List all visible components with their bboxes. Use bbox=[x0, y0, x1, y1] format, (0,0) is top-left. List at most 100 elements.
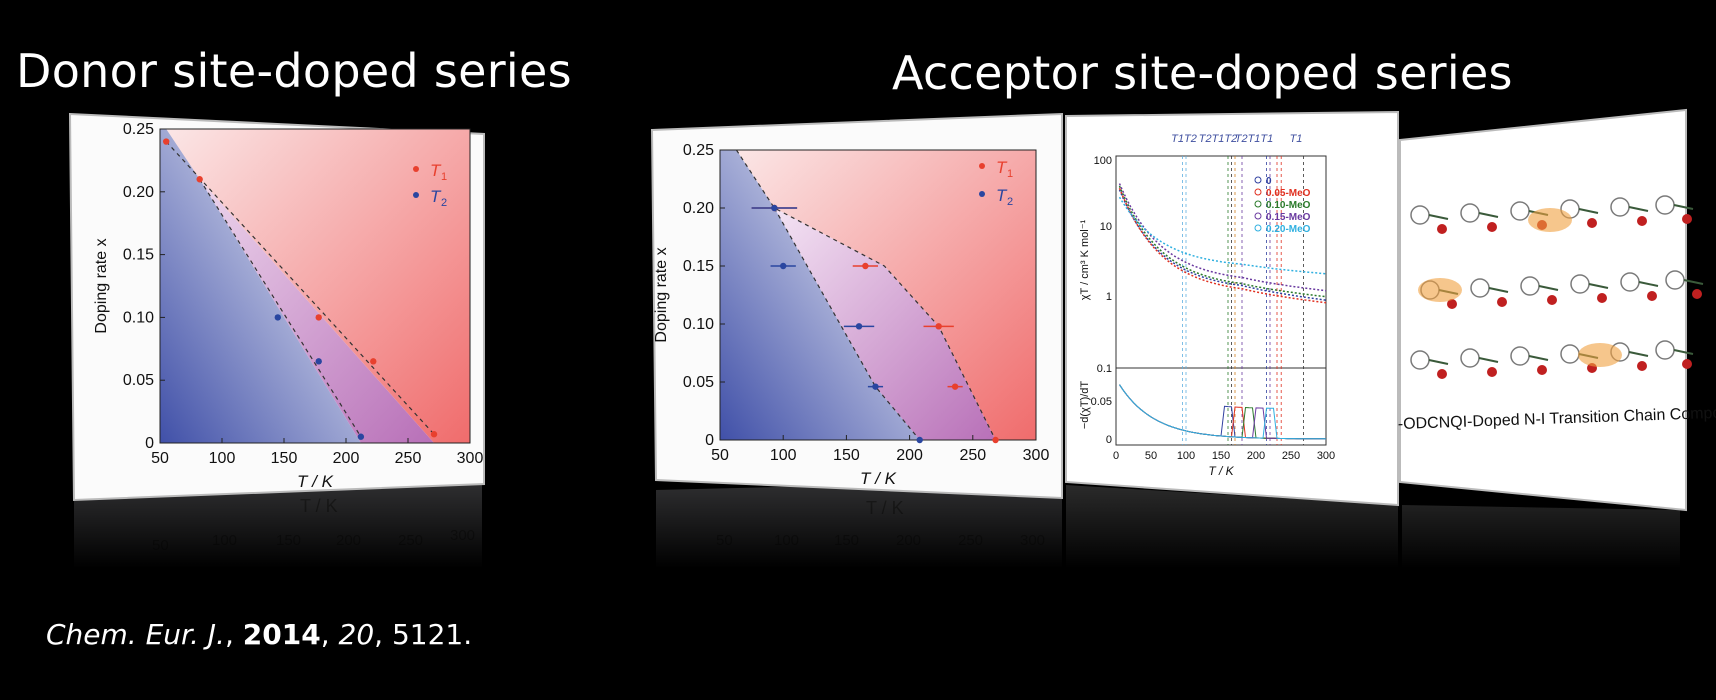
y-axis-label-top: χT / cm³ K mol⁻¹ bbox=[1079, 219, 1091, 300]
metal-center bbox=[1587, 218, 1597, 228]
bond bbox=[1488, 287, 1509, 293]
donor-phase-chart: 50 100 150 200 250 300 0 0.05 0.10 0.15 0.20 0.25 T … bbox=[93, 121, 483, 491]
bond bbox=[1683, 279, 1704, 285]
phase-boundary bbox=[165, 141, 435, 435]
structure-panel: -ODCNQI-Doped N-I Transition Chain Compo… bbox=[1398, 108, 1716, 512]
legend-label-T2: T bbox=[430, 187, 442, 206]
y-tick-label: 0.15 bbox=[123, 247, 154, 264]
blue-region bbox=[160, 129, 361, 443]
data-point-T2 bbox=[315, 358, 322, 365]
purple-region bbox=[774, 208, 996, 440]
metal-center bbox=[1447, 299, 1457, 309]
data-point-T2 bbox=[872, 383, 879, 390]
metal-center bbox=[1637, 361, 1647, 371]
red-region bbox=[736, 150, 1036, 440]
x-tick-label: 200 bbox=[896, 447, 923, 464]
metal-center bbox=[1647, 291, 1657, 301]
plot-frame bbox=[719, 149, 1037, 441]
data-point-T2 bbox=[274, 314, 281, 321]
y-tick-label: 0.25 bbox=[123, 121, 154, 138]
x-tick-label: 50 bbox=[1145, 450, 1157, 462]
legend-sub-T1: 1 bbox=[1007, 168, 1013, 180]
legend-label: 0.10-MeO bbox=[1266, 200, 1311, 211]
bond bbox=[1638, 281, 1659, 287]
x-axis-label: T / K bbox=[297, 472, 334, 491]
bond bbox=[1428, 214, 1449, 220]
y-tick-label: 0.20 bbox=[123, 184, 154, 201]
x-tick-label: 200 bbox=[333, 450, 360, 467]
x-tick-label: 150 bbox=[271, 450, 298, 467]
bond bbox=[1628, 206, 1649, 212]
x-tick-label: 250 bbox=[959, 447, 986, 464]
data-point-T1 bbox=[430, 431, 438, 438]
reflection-fade bbox=[0, 480, 1716, 640]
highlighted-chain bbox=[1528, 208, 1572, 232]
legend-marker-T1 bbox=[413, 166, 419, 172]
x-tick-label: 200 bbox=[1247, 450, 1265, 462]
bond bbox=[1628, 351, 1649, 357]
transition-marker-label: T1 bbox=[1290, 133, 1303, 145]
x-tick-label: 0 bbox=[1113, 450, 1119, 462]
series-line-top bbox=[1118, 187, 1327, 304]
metal-center bbox=[1487, 222, 1497, 232]
bond bbox=[1428, 359, 1449, 365]
y-tick-label: 0.15 bbox=[683, 258, 714, 275]
donor-panel: 50 100 150 200 250 300 0 0.05 0.10 0.15 0.20 0.25 T … bbox=[68, 112, 485, 502]
x-axis-label: T / K bbox=[860, 469, 897, 488]
legend-sub-T2: 2 bbox=[441, 197, 447, 209]
acceptor-phase-chart: 50 100 150 200 250 300 0 0.05 0.10 0.15 0.20 0.25 T … bbox=[653, 142, 1049, 488]
x-tick-label: 100 bbox=[1177, 450, 1195, 462]
y-tick-label: 0.10 bbox=[123, 309, 154, 326]
series-line-top bbox=[1118, 196, 1327, 275]
citation-journal: Chem. Eur. J. bbox=[46, 618, 225, 651]
data-point-T1 bbox=[163, 138, 170, 145]
legend-label-T1: T bbox=[430, 161, 442, 180]
bond bbox=[1528, 355, 1549, 361]
y-axis-label: Doping rate x bbox=[93, 238, 110, 333]
metal-center bbox=[1487, 367, 1497, 377]
x-tick-label: 300 bbox=[1317, 450, 1335, 462]
x-tick-label: 300 bbox=[1023, 447, 1050, 464]
x-axis-label: T / K bbox=[1208, 464, 1234, 478]
data-point-T1 bbox=[315, 314, 322, 321]
x-tick-label: 100 bbox=[209, 450, 236, 467]
data-point-T2 bbox=[780, 262, 787, 270]
citation: Chem. Eur. J., 2014, 20, 5121. bbox=[46, 618, 473, 651]
legend-label-T2: T bbox=[996, 186, 1008, 205]
y-tick-label: 10 bbox=[1100, 221, 1112, 233]
y-tick-label: 0.05 bbox=[123, 372, 154, 389]
citation-year: 2014 bbox=[242, 618, 321, 651]
y-tick-label: 0 bbox=[145, 435, 154, 452]
bond bbox=[1478, 212, 1499, 218]
legend-marker bbox=[1254, 224, 1262, 232]
series-line-bottom bbox=[1119, 384, 1327, 440]
red-region bbox=[166, 129, 470, 443]
blue-region bbox=[720, 150, 920, 440]
y-tick-label: 0.20 bbox=[683, 200, 714, 217]
plot-frame bbox=[1115, 155, 1327, 446]
phase-boundary bbox=[735, 149, 997, 441]
data-point-T1 bbox=[196, 176, 203, 183]
metal-center bbox=[1692, 289, 1702, 299]
y-tick-label: 0 bbox=[1106, 434, 1112, 446]
susceptibility-chart: 0 50 100 150 200 250 300 T / K 100 10 1 0.1 0.05 0 χT … bbox=[1079, 133, 1335, 478]
data-point-T2 bbox=[771, 204, 778, 212]
x-tick-label: 300 bbox=[457, 450, 484, 467]
x-tick-label: 250 bbox=[1282, 450, 1300, 462]
legend-marker bbox=[1254, 212, 1262, 220]
acceptor-panel: 50 100 150 200 250 300 0 0.05 0.10 0.15 0.20 0.25 T … bbox=[650, 112, 1063, 500]
legend-sub-T2: 2 bbox=[1007, 196, 1013, 208]
legend-label: 0.15-MeO bbox=[1266, 212, 1311, 223]
susceptibility-panel: 0 50 100 150 200 250 300 T / K 100 10 1 0.1 0.05 0 χT … bbox=[1065, 110, 1399, 507]
metal-center bbox=[1682, 214, 1692, 224]
legend-label: 0.05-MeO bbox=[1266, 188, 1311, 199]
phase-boundary bbox=[773, 207, 921, 441]
y-axis-label-bottom: −d(χT)/dT bbox=[1079, 381, 1091, 430]
x-tick-label: 50 bbox=[711, 447, 729, 464]
data-point-T1 bbox=[951, 383, 959, 390]
x-tick-label: 150 bbox=[833, 447, 860, 464]
x-tick-label: 50 bbox=[151, 450, 169, 467]
acceptor-series-heading: Acceptor site-doped series bbox=[892, 46, 1513, 100]
metal-center bbox=[1537, 365, 1547, 375]
